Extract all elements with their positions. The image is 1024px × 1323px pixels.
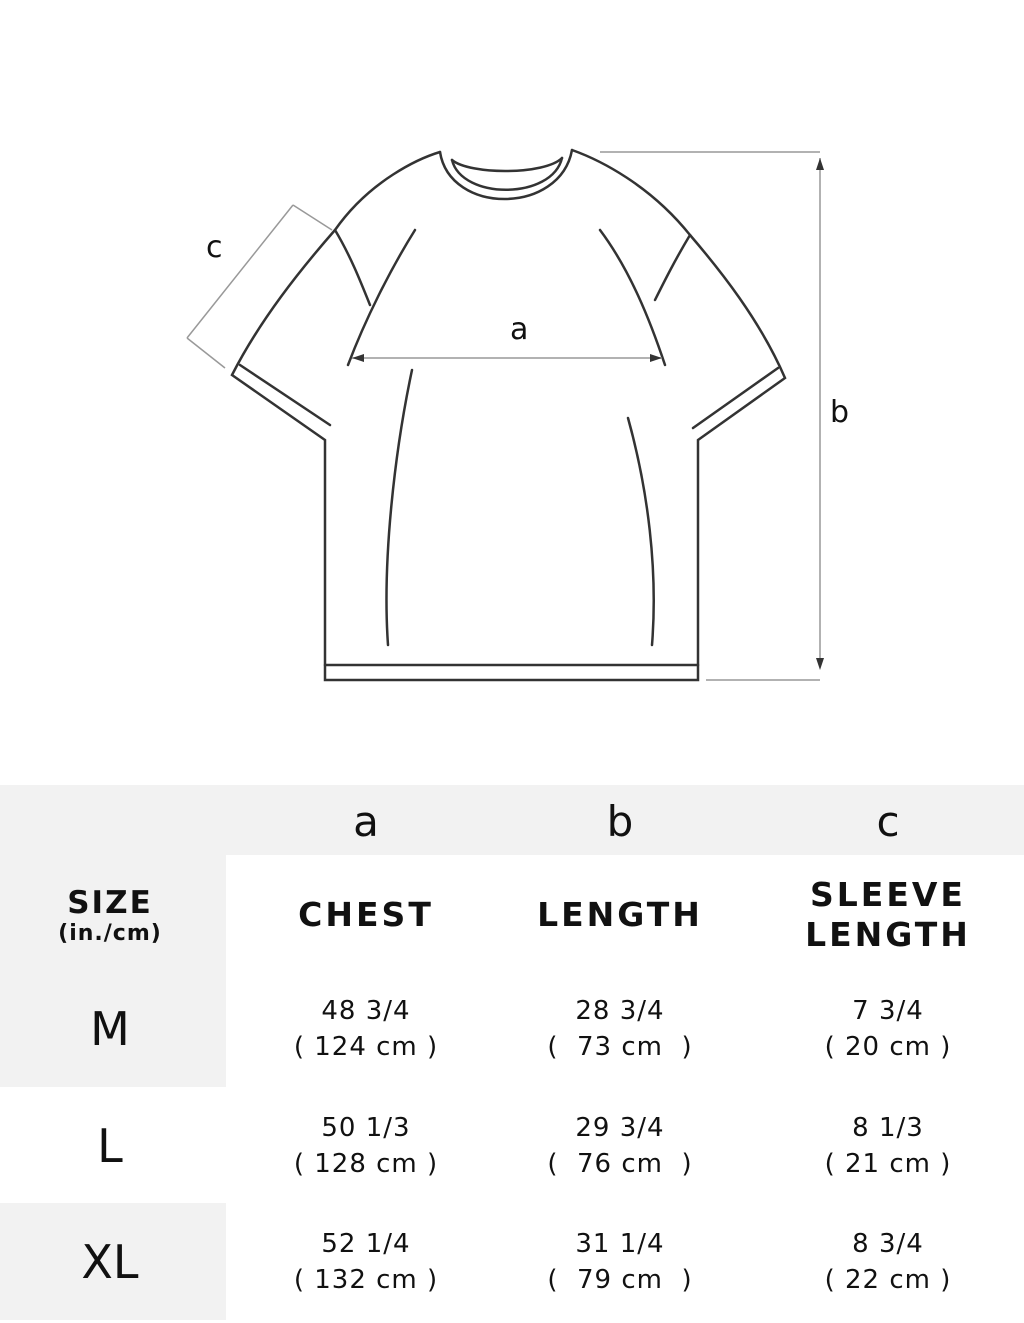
value-inches: 31 1/4 <box>575 1228 665 1259</box>
column-header-sleeve-length: SLEEVE LENGTH <box>768 860 1008 970</box>
measurement-cell: 48 3/4 ( 124 cm ) <box>256 970 476 1087</box>
column-header-text: CHEST <box>298 895 434 934</box>
measurement-cell: 28 3/4 ( 73 cm ) <box>510 970 730 1087</box>
measurement-cell: 7 3/4 ( 20 cm ) <box>778 970 998 1087</box>
size-unit-label: (in./cm) <box>58 920 162 946</box>
size-name: L <box>97 1118 123 1173</box>
column-header-text: SLEEVE <box>810 875 966 914</box>
label-a: a <box>510 312 529 347</box>
column-letter-a: a <box>353 796 379 846</box>
value-cm: ( 73 cm ) <box>547 1031 693 1062</box>
column-header-length: LENGTH <box>510 860 730 970</box>
value-inches: 8 1/3 <box>852 1112 924 1143</box>
column-letter-b: b <box>606 796 634 846</box>
value-cm: ( 79 cm ) <box>547 1264 693 1295</box>
value-cm: ( 132 cm ) <box>293 1264 439 1295</box>
column-letter-c: c <box>876 796 900 846</box>
measurement-cell: 52 1/4 ( 132 cm ) <box>256 1203 476 1320</box>
value-cm: ( 128 cm ) <box>293 1148 439 1179</box>
value-inches: 29 3/4 <box>575 1112 665 1143</box>
value-inches: 28 3/4 <box>575 995 665 1026</box>
label-c: c <box>206 230 223 265</box>
size-name: M <box>90 1001 130 1056</box>
value-inches: 52 1/4 <box>321 1228 411 1259</box>
column-header-text: LENGTH <box>537 895 703 934</box>
value-inches: 50 1/3 <box>321 1112 411 1143</box>
label-b: b <box>830 395 850 430</box>
size-column-band-xl <box>0 1203 226 1320</box>
size-header: SIZE (in./cm) <box>0 860 220 970</box>
measurement-cell: 29 3/4 ( 76 cm ) <box>510 1087 730 1204</box>
measurement-cell: 8 1/3 ( 21 cm ) <box>778 1087 998 1204</box>
value-cm: ( 22 cm ) <box>824 1264 952 1295</box>
value-inches: 7 3/4 <box>852 995 924 1026</box>
column-header-text: LENGTH <box>805 915 971 954</box>
size-header-label: SIZE <box>67 884 153 921</box>
column-header-chest: CHEST <box>256 860 476 970</box>
size-name: XL <box>81 1234 139 1289</box>
tshirt-diagram: a b c <box>186 148 850 682</box>
value-cm: ( 124 cm ) <box>293 1031 439 1062</box>
header-band <box>0 785 1024 855</box>
value-cm: ( 76 cm ) <box>547 1148 693 1179</box>
measurement-cell: 8 3/4 ( 22 cm ) <box>778 1203 998 1320</box>
value-inches: 48 3/4 <box>321 995 411 1026</box>
value-cm: ( 20 cm ) <box>824 1031 952 1062</box>
value-inches: 8 3/4 <box>852 1228 924 1259</box>
measurement-cell: 50 1/3 ( 128 cm ) <box>256 1087 476 1204</box>
tshirt-outline <box>186 148 824 682</box>
value-cm: ( 21 cm ) <box>824 1148 952 1179</box>
size-column-band <box>0 855 226 1087</box>
measurement-cell: 31 1/4 ( 79 cm ) <box>510 1203 730 1320</box>
